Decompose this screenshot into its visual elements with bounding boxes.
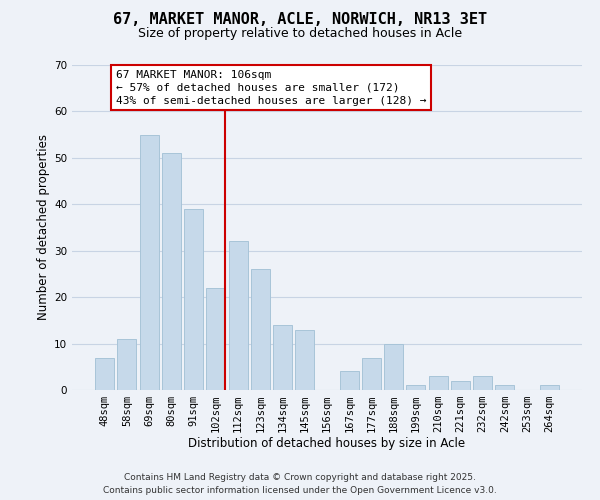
Bar [118,339,136,390]
Bar [95,358,114,390]
Bar [295,330,314,390]
Bar [451,380,470,390]
Bar [184,209,203,390]
Bar [429,376,448,390]
Bar [540,386,559,390]
Bar [162,153,181,390]
Text: Contains HM Land Registry data © Crown copyright and database right 2025.
Contai: Contains HM Land Registry data © Crown c… [103,473,497,495]
Bar [273,325,292,390]
X-axis label: Distribution of detached houses by size in Acle: Distribution of detached houses by size … [188,436,466,450]
Bar [496,386,514,390]
Bar [362,358,381,390]
Text: 67 MARKET MANOR: 106sqm
← 57% of detached houses are smaller (172)
43% of semi-d: 67 MARKET MANOR: 106sqm ← 57% of detache… [116,70,426,106]
Bar [473,376,492,390]
Bar [251,270,270,390]
Bar [340,372,359,390]
Bar [406,386,425,390]
Bar [206,288,225,390]
Text: 67, MARKET MANOR, ACLE, NORWICH, NR13 3ET: 67, MARKET MANOR, ACLE, NORWICH, NR13 3E… [113,12,487,28]
Bar [384,344,403,390]
Y-axis label: Number of detached properties: Number of detached properties [37,134,50,320]
Bar [140,134,158,390]
Bar [229,242,248,390]
Text: Size of property relative to detached houses in Acle: Size of property relative to detached ho… [138,28,462,40]
